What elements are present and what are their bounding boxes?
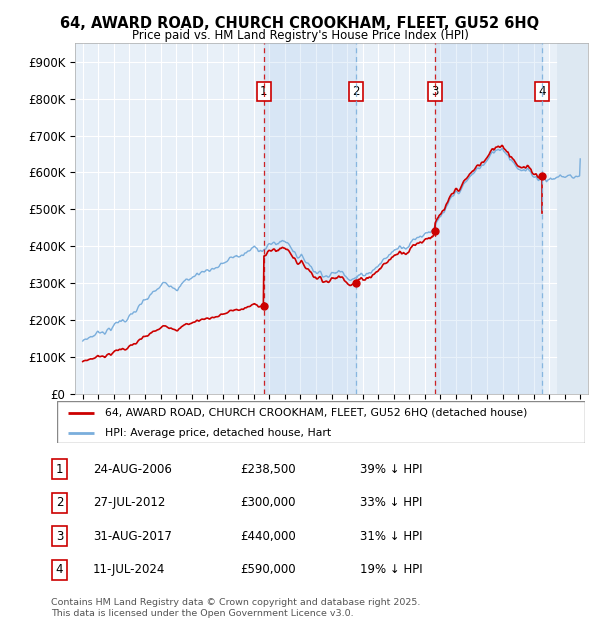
Text: 64, AWARD ROAD, CHURCH CROOKHAM, FLEET, GU52 6HQ (detached house): 64, AWARD ROAD, CHURCH CROOKHAM, FLEET, …	[104, 408, 527, 418]
Text: 11-JUL-2024: 11-JUL-2024	[93, 564, 166, 576]
Text: 19% ↓ HPI: 19% ↓ HPI	[360, 564, 422, 576]
Text: Contains HM Land Registry data © Crown copyright and database right 2025.
This d: Contains HM Land Registry data © Crown c…	[51, 598, 421, 618]
Text: 39% ↓ HPI: 39% ↓ HPI	[360, 463, 422, 476]
Text: £440,000: £440,000	[240, 530, 296, 542]
Text: 4: 4	[56, 564, 63, 576]
Text: 31% ↓ HPI: 31% ↓ HPI	[360, 530, 422, 542]
Text: HPI: Average price, detached house, Hart: HPI: Average price, detached house, Hart	[104, 428, 331, 438]
Text: 1: 1	[56, 463, 63, 476]
Text: 2: 2	[56, 497, 63, 509]
Text: 31-AUG-2017: 31-AUG-2017	[93, 530, 172, 542]
Text: 4: 4	[538, 85, 545, 98]
Text: £590,000: £590,000	[240, 564, 296, 576]
Text: £300,000: £300,000	[240, 497, 296, 509]
Text: 1: 1	[260, 85, 268, 98]
Text: 33% ↓ HPI: 33% ↓ HPI	[360, 497, 422, 509]
Text: Price paid vs. HM Land Registry's House Price Index (HPI): Price paid vs. HM Land Registry's House …	[131, 29, 469, 42]
Text: £238,500: £238,500	[240, 463, 296, 476]
Bar	[557, 43, 588, 394]
Text: 24-AUG-2006: 24-AUG-2006	[93, 463, 172, 476]
Text: 64, AWARD ROAD, CHURCH CROOKHAM, FLEET, GU52 6HQ: 64, AWARD ROAD, CHURCH CROOKHAM, FLEET, …	[61, 16, 539, 30]
Bar	[435, 43, 542, 394]
Text: 2: 2	[352, 85, 359, 98]
Text: 3: 3	[431, 85, 439, 98]
Text: 27-JUL-2012: 27-JUL-2012	[93, 497, 166, 509]
Text: 3: 3	[56, 530, 63, 542]
Bar	[264, 43, 356, 394]
